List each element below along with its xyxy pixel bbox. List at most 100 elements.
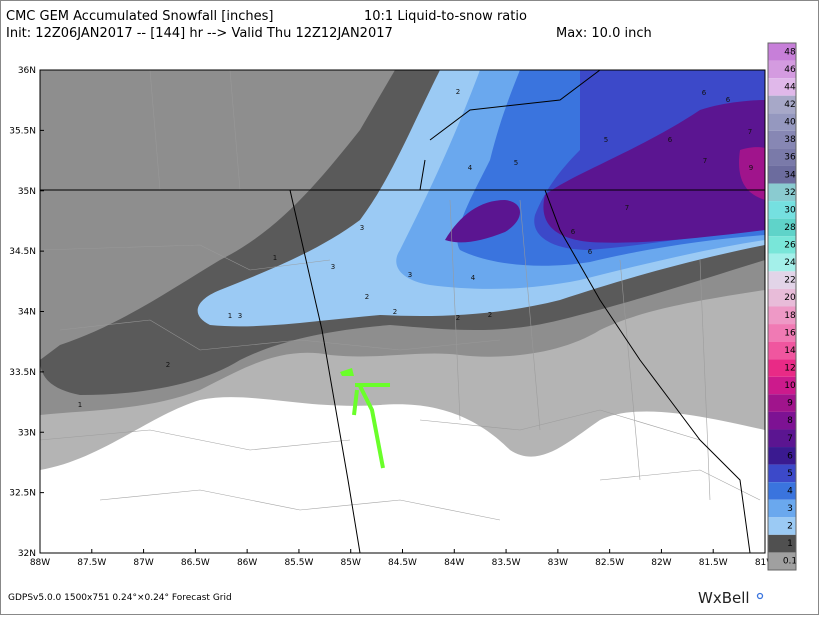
brand: WxBell (698, 589, 750, 607)
contour-label: 7 (703, 157, 707, 165)
colorbar-swatch (768, 552, 796, 570)
contour-label: 3 (408, 271, 412, 279)
colorbar-label: 7 (787, 434, 793, 444)
footer-grid: GDPSv5.0.0 1500x751 0.24°×0.24° Forecast… (8, 593, 232, 603)
colorbar-swatch (768, 517, 796, 535)
colorbar-label: 48 (784, 47, 796, 57)
colorbar-swatch (768, 288, 796, 307)
contour-label: 2 (166, 361, 170, 369)
colorbar-label: 9 (787, 399, 793, 409)
colorbar-swatch (768, 78, 796, 96)
colorbar-swatch (768, 201, 796, 219)
contour-label: 4 (468, 164, 473, 172)
colorbar-label: 0.1 (783, 557, 797, 567)
colorbar-swatch (768, 165, 796, 184)
lon-label: 86W (237, 558, 257, 568)
colorbar-swatch (768, 60, 796, 79)
colorbar-label: 1 (787, 539, 793, 549)
annotation-stroke (352, 383, 390, 469)
state-border (419, 70, 751, 553)
colorbar-label: 30 (784, 205, 796, 215)
contour-label: 2 (456, 314, 460, 322)
lon-label: 85.5W (284, 558, 313, 568)
colorbar-label: 26 (784, 241, 796, 251)
lon-label: 83.5W (492, 558, 521, 568)
colorbar-swatch (768, 130, 796, 149)
state-border (289, 189, 361, 553)
colorbar-swatch (768, 236, 796, 254)
contour-label: 6 (571, 228, 576, 236)
lon-label: 87.5W (77, 558, 106, 568)
colorbar-label: 3 (787, 504, 793, 514)
colorbar-swatch (768, 394, 796, 412)
colorbar-label: 34 (784, 170, 796, 180)
colorbar-swatch (768, 324, 796, 342)
lat-label: 33N (18, 428, 36, 438)
lat-label: 34N (18, 308, 36, 318)
contour-label: 1 (273, 254, 277, 262)
contour-label: 2 (488, 311, 492, 319)
contour-label: 1 (78, 401, 82, 409)
colorbar-swatch (768, 218, 796, 237)
colorbar-label: 6 (787, 451, 793, 461)
colorbar-swatch (768, 464, 796, 483)
lon-label: 84.5W (388, 558, 417, 568)
colorbar-swatch (768, 482, 796, 500)
ratio: 10:1 Liquid-to-snow ratio (364, 9, 527, 24)
colorbar-label: 12 (784, 363, 795, 373)
lat-label: 32.5N (9, 489, 36, 499)
contour-label: 4 (471, 274, 476, 282)
colorbar-label: 10 (784, 381, 796, 391)
colorbar-label: 28 (784, 223, 796, 233)
colorbar-label: 8 (787, 416, 793, 426)
init: Init: 12Z06JAN2017 -- [144] hr --> Valid… (6, 26, 393, 41)
lon-label: 87W (133, 558, 153, 568)
max: Max: 10.0 inch (556, 26, 652, 41)
colorbar-label: 2 (787, 522, 793, 532)
lon-label: 88W (30, 558, 50, 568)
brand-dot (756, 592, 764, 600)
colorbar-swatch (768, 113, 796, 131)
contour-label: 2 (393, 308, 397, 316)
colorbar-swatch (768, 341, 796, 360)
lat-label: 35.5N (9, 126, 36, 136)
lon-label: 81.5W (699, 558, 728, 568)
contour-label: 6 (588, 248, 593, 256)
contour-label: 9 (749, 164, 753, 172)
colorbar-label: 16 (784, 328, 796, 338)
contour-label: 5 (514, 159, 518, 167)
colorbar-label: 32 (784, 188, 795, 198)
colorbar-swatch (768, 359, 796, 377)
lon-label: 86.5W (181, 558, 210, 568)
colorbar-swatch (768, 253, 796, 272)
lon-label: 82W (651, 558, 671, 568)
colorbar-swatch (768, 148, 796, 166)
lat-label: 33.5N (9, 368, 36, 378)
colorbar-label: 4 (787, 486, 793, 496)
contour-label: 2 (456, 88, 460, 96)
snow-7 (445, 100, 765, 243)
contour-label: 6 (702, 89, 707, 97)
colorbar-label: 14 (784, 346, 796, 356)
contour-label: 2 (365, 293, 369, 301)
colorbar-label: 40 (784, 118, 796, 128)
colorbar-label: 42 (784, 100, 795, 110)
lon-label: 83W (548, 558, 568, 568)
colorbar-border (767, 42, 797, 571)
colorbar-label: 44 (784, 82, 796, 92)
lat-label: 36N (18, 66, 36, 76)
colorbar: 4846444240383634323028262422201816141210… (767, 42, 797, 571)
colorbar-label: 36 (784, 153, 796, 163)
colorbar-swatch (768, 534, 796, 553)
colorbar-swatch (768, 411, 796, 430)
contour-label: 6 (668, 136, 673, 144)
lat-label: 35N (18, 187, 36, 197)
contour-label: 7 (625, 204, 629, 212)
colorbar-swatch (768, 271, 796, 289)
lon-label: 82.5W (595, 558, 624, 568)
lon-label: 85W (341, 558, 361, 568)
colorbar-label: 20 (784, 293, 796, 303)
colorbar-swatch (768, 306, 796, 325)
